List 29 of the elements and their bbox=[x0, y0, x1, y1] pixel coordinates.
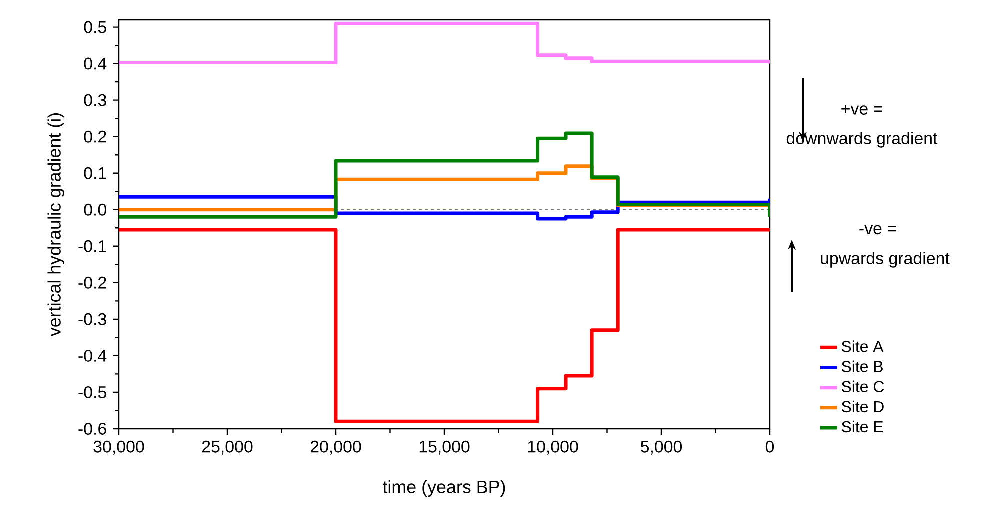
legend-label: Site A bbox=[842, 340, 884, 352]
y-tick-label: -0.6 bbox=[78, 422, 106, 435]
text: upwards gradient bbox=[821, 252, 950, 268]
x-tick-label: 20,000 bbox=[310, 440, 362, 455]
y-tick-label: -0.3 bbox=[78, 313, 106, 326]
y-tick-label: -0.2 bbox=[78, 276, 106, 289]
y-tick-label: 0.3 bbox=[84, 94, 106, 106]
y-tick-label: -0.4 bbox=[78, 350, 107, 362]
x-tick-label: 15,000 bbox=[420, 440, 470, 455]
x-tick-label: 25,000 bbox=[202, 440, 253, 455]
y-tick-label: 0.4 bbox=[84, 58, 107, 70]
y-tick-label: 0.5 bbox=[84, 21, 106, 34]
text: -ve = bbox=[860, 225, 896, 235]
x-tick-label: 10,000 bbox=[528, 440, 578, 455]
y-tick-label: 0.1 bbox=[84, 167, 106, 180]
legend-label: Site E bbox=[842, 420, 884, 433]
x-axis-title: time (years BP) bbox=[382, 480, 506, 498]
legend-label: Site D bbox=[842, 400, 884, 413]
x-tick-label: 5,000 bbox=[640, 440, 682, 455]
y-tick-label: -0.5 bbox=[78, 386, 106, 398]
x-tick-label: 0 bbox=[766, 440, 774, 453]
y-tick-label: 0.0 bbox=[84, 204, 107, 216]
legend-label: Site B bbox=[842, 360, 883, 372]
x-tick-label: 30,000 bbox=[94, 440, 144, 455]
y-tick-label: -0.1 bbox=[78, 240, 106, 252]
text: +ve = bbox=[842, 105, 882, 115]
legend-label: Site C bbox=[842, 380, 884, 392]
y-tick-label: 0.2 bbox=[84, 130, 106, 143]
y-axis-title: vertical hydraulic gradient (i) bbox=[48, 114, 64, 337]
